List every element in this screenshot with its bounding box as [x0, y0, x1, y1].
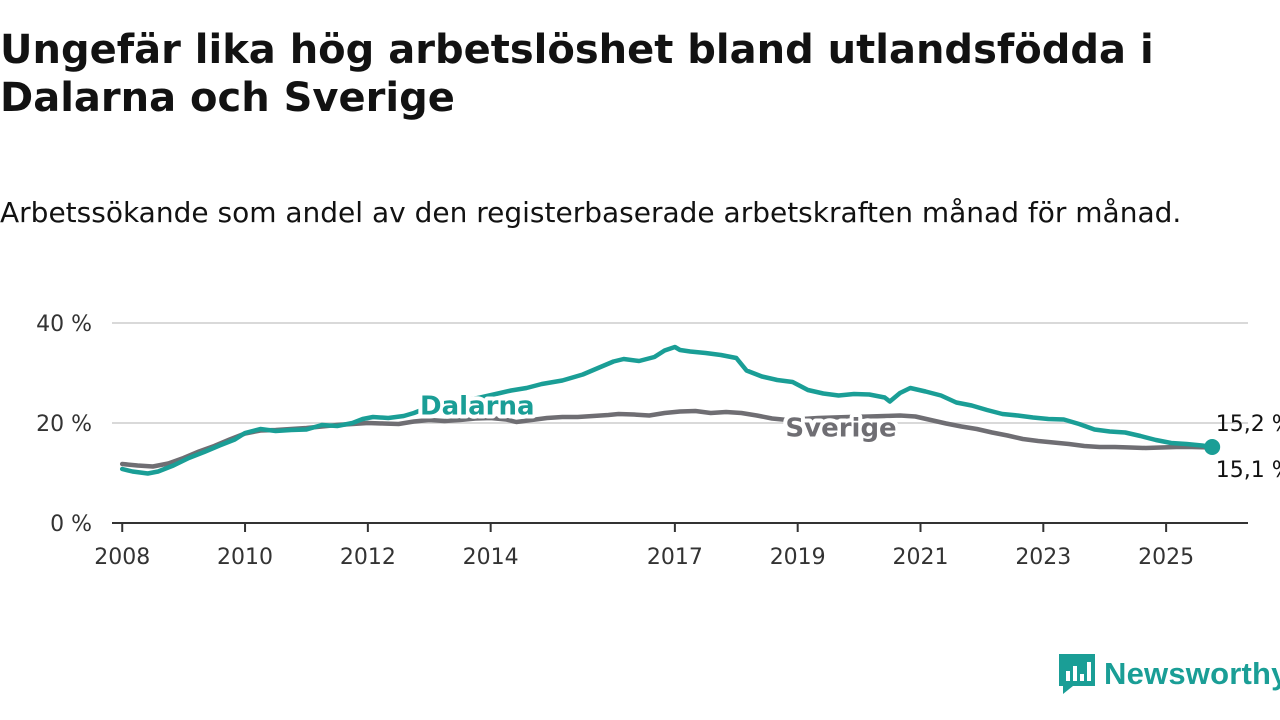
series-line-dalarna: [119, 344, 1215, 476]
series-label-sverige: Sverige: [785, 414, 896, 444]
y-tick-label: 20 %: [36, 412, 92, 437]
gridlines: [112, 322, 1248, 424]
series-end-marker: [1204, 439, 1221, 455]
x-tick-label: 2023: [1015, 545, 1071, 570]
end-value-label-lower: 15,1 %: [1216, 458, 1280, 483]
y-tick-label: 40 %: [36, 312, 92, 337]
x-tick-label: 2008: [94, 545, 150, 570]
x-tick-label: 2019: [770, 545, 826, 570]
chart-title: Ungefär lika hög arbetslöshet bland utla…: [0, 27, 1154, 121]
x-tick-label: 2021: [893, 545, 949, 570]
newsworthy-logo-text: Newsworthy: [1104, 656, 1280, 691]
newsworthy-logo: Newsworthy: [1059, 654, 1280, 694]
series-labels: Dalarna Sverige 15,2 % 15,1 %: [416, 388, 1280, 484]
x-tick-label: 2012: [340, 545, 396, 570]
x-tick-label: 2017: [647, 545, 703, 570]
series-lines: [119, 344, 1221, 476]
chart-subtitle: Arbetssökande som andel av den registerb…: [0, 196, 1182, 229]
newsworthy-logo-icon: [1059, 654, 1095, 694]
end-value-label-upper: 15,2 %: [1216, 412, 1280, 437]
y-tick-label: 0 %: [50, 512, 92, 537]
x-tick-label: 2025: [1138, 545, 1194, 570]
line-chart: 0 % 20 % 40 % 2008 2010 2012 2014 2017 2019 2021 2…: [36, 312, 1280, 570]
x-tick-label: 2010: [217, 545, 273, 570]
axes: 0 % 20 % 40 % 2008 2010 2012 2014 2017 2019 2021 2…: [36, 312, 1248, 570]
series-label-dalarna: Dalarna: [420, 392, 534, 422]
x-tick-label: 2014: [463, 545, 519, 570]
